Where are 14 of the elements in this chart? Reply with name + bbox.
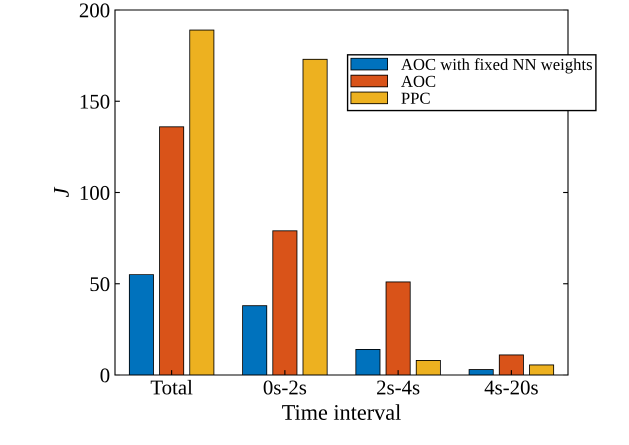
y-tick-label: 150 bbox=[80, 94, 110, 109]
y-tick-label: 0 bbox=[100, 368, 110, 382]
legend-label: AOC bbox=[401, 76, 436, 87]
x-tick-label: 0s-2s bbox=[264, 380, 306, 395]
y-axis-title: J bbox=[54, 186, 69, 198]
y-tick-label: 50 bbox=[90, 277, 110, 292]
y-tick-label: 100 bbox=[80, 186, 110, 200]
x-tick-label: Total bbox=[150, 380, 192, 395]
x-tick-label: 4s-20s bbox=[484, 380, 538, 395]
y-tick-label: 200 bbox=[80, 3, 110, 18]
legend-label: AOC with fixed NN weights bbox=[401, 58, 592, 74]
legend-label: PPC bbox=[401, 92, 430, 104]
x-tick-label: 2s-4s bbox=[377, 380, 420, 395]
x-axis-title: Time interval bbox=[282, 404, 401, 420]
